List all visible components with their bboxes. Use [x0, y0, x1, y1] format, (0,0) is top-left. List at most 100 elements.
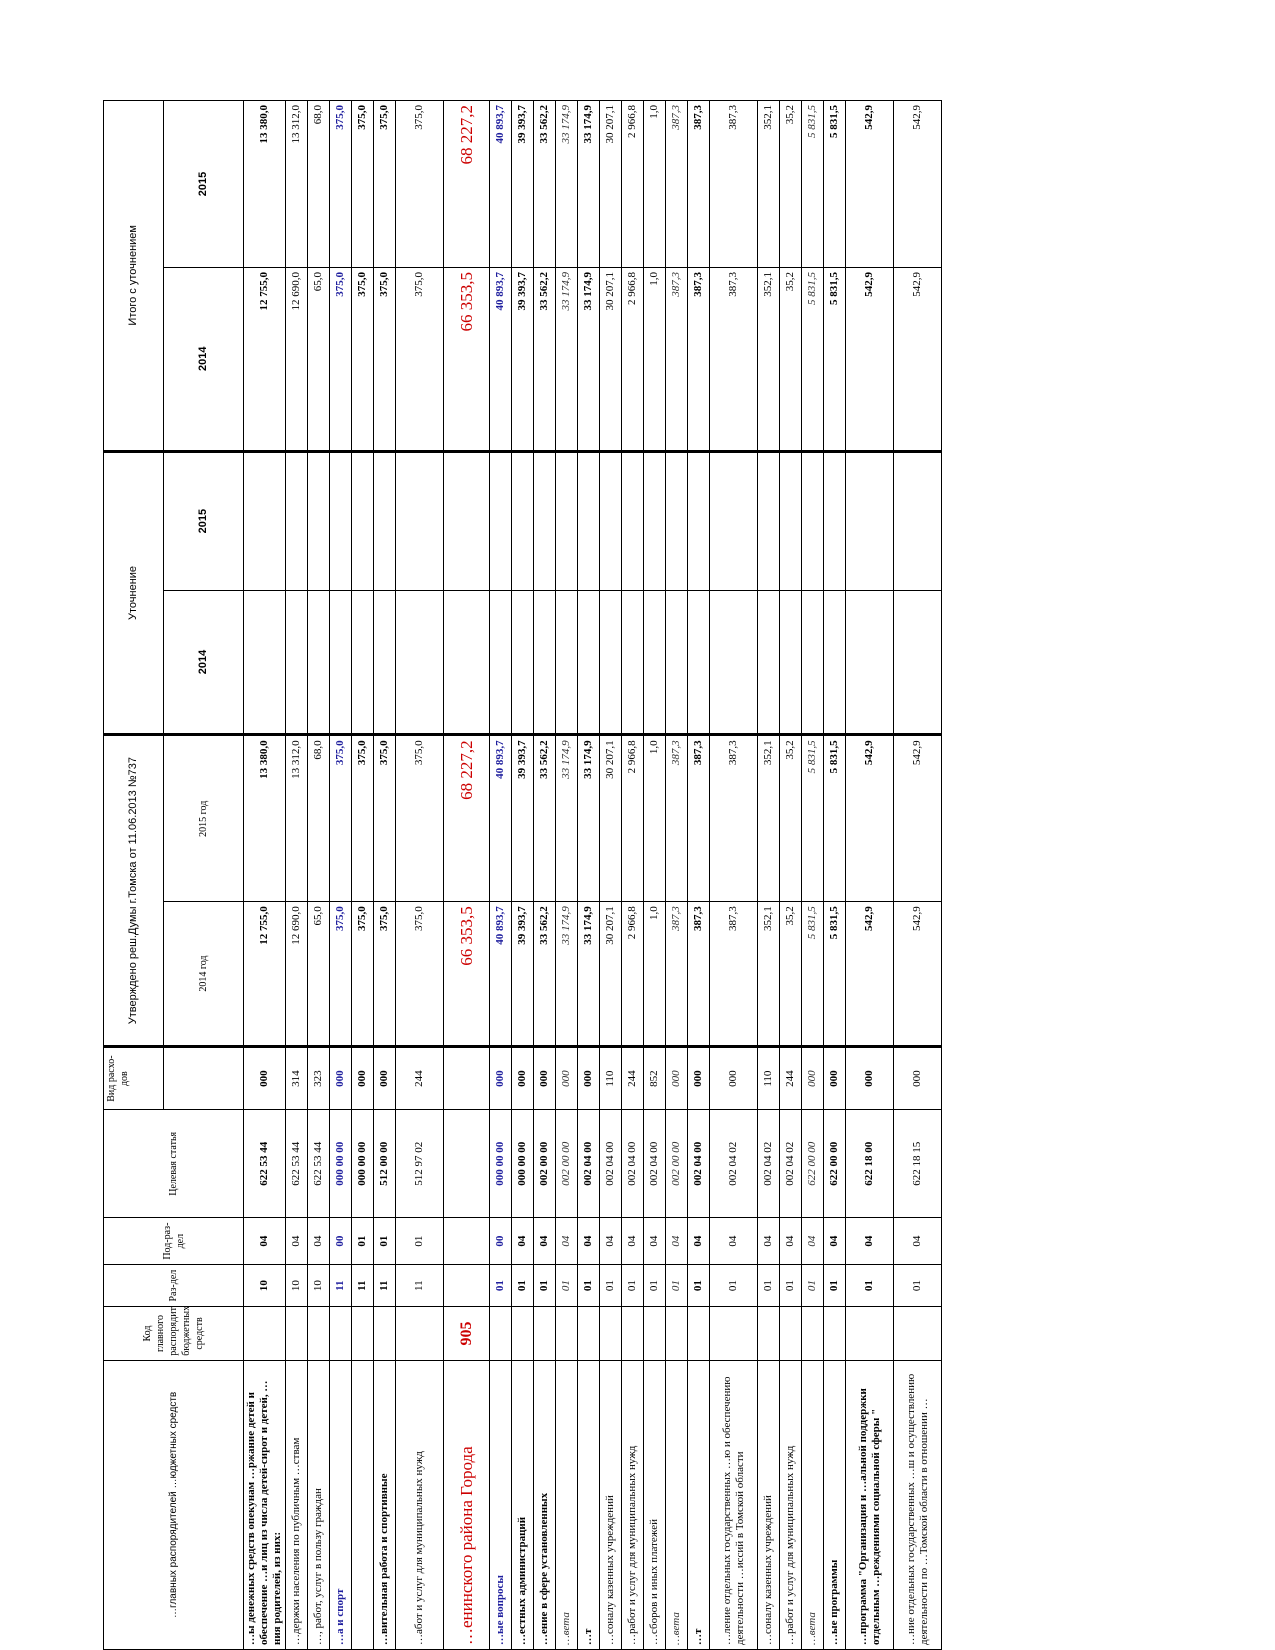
cell-a2014: 39 393,7: [511, 901, 534, 1047]
cell-a2015: 33 562,2: [533, 734, 556, 902]
cell-c2015: [687, 451, 710, 591]
cell-a2015: 387,3: [687, 734, 710, 902]
cell-target: 622 53 44: [285, 1109, 308, 1218]
table-row: …держки населения по публичным …ствам 10 0…: [285, 100, 308, 1650]
cell-target: 002 04 02: [757, 1109, 780, 1218]
cell-t2014: 387,3: [709, 267, 758, 452]
cell-t2015: 352,1: [757, 100, 780, 268]
cell-target: 002 04 00: [621, 1109, 644, 1218]
cell-c2015: [533, 451, 556, 591]
table-row: …вета 01 04 622 00 00 000 5 831,5 5 831,5 5 831…: [801, 100, 824, 1650]
cell-t2015: 387,3: [665, 100, 688, 268]
header-type-spacer: [163, 1046, 244, 1110]
cell-a2014: 66 353,5: [443, 901, 490, 1047]
cell-section: 01: [823, 1264, 846, 1307]
cell-section: 01: [709, 1264, 758, 1307]
cell-name: …а и спорт: [329, 1360, 352, 1650]
cell-a2015: 375,0: [329, 734, 352, 902]
table-row: …ние отдельных государственных …ш и осущ…: [893, 100, 942, 1650]
cell-t2014: 5 831,5: [823, 267, 846, 452]
table-row: …а и спорт 11 00 000 00 00 000 375,0 375,0 375,…: [329, 100, 352, 1650]
cell-a2014: 1,0: [643, 901, 666, 1047]
cell-subsection: 04: [599, 1217, 622, 1265]
cell-a2014: 12 690,0: [285, 901, 308, 1047]
cell-name: …ые программы: [823, 1360, 846, 1650]
cell-c2014: [665, 590, 688, 735]
cell-t2015: 39 393,7: [511, 100, 534, 268]
header-name: …главных распорядителей …юджетных средст…: [103, 1360, 244, 1650]
header-approved-2015: 2015 год: [163, 734, 244, 902]
table-row: …соналу казенных учреждений 01 04 002 04 00…: [599, 100, 622, 1650]
cell-name: …вительная работа и спортивные: [373, 1360, 396, 1650]
cell-section: 01: [599, 1264, 622, 1307]
cell-c2014: [599, 590, 622, 735]
cell-a2015: 39 393,7: [511, 734, 534, 902]
cell-type: 110: [757, 1046, 780, 1110]
cell-c2014: [395, 590, 444, 735]
header-total-2015: 2015: [163, 100, 244, 268]
table-row: …работ и услуг для муниципальных нужд 01 0…: [621, 100, 644, 1650]
cell-c2015: [351, 451, 374, 591]
cell-t2015: 35,2: [779, 100, 802, 268]
cell-subsection: 04: [643, 1217, 666, 1265]
cell-subsection: 04: [555, 1217, 578, 1265]
cell-a2015: 13 380,0: [243, 734, 286, 902]
cell-code: [351, 1306, 374, 1361]
cell-section: 01: [779, 1264, 802, 1307]
cell-target: 002 04 00: [577, 1109, 600, 1218]
header-approved-group: Утверждено реш.Думы г.Томска от 11.06.20…: [103, 734, 164, 1047]
cell-name: …ение в сфере установленных: [533, 1360, 556, 1650]
cell-t2014: 12 690,0: [285, 267, 308, 452]
cell-c2014: [373, 590, 396, 735]
cell-t2014: 33 562,2: [533, 267, 556, 452]
cell-type: 000: [329, 1046, 352, 1110]
cell-section: 01: [643, 1264, 666, 1307]
cell-target: 622 00 00: [823, 1109, 846, 1218]
cell-c2014: [555, 590, 578, 735]
cell-code: [599, 1306, 622, 1361]
table-row: …соналу казенных учреждений 01 04 002 04 02…: [757, 100, 780, 1650]
cell-section: 01: [577, 1264, 600, 1307]
header-correction-group: Уточнение: [103, 451, 164, 735]
cell-t2015: 387,3: [687, 100, 710, 268]
cell-t2014: 30 207,1: [599, 267, 622, 452]
cell-name: …соналу казенных учреждений: [599, 1360, 622, 1650]
cell-t2015: 13 312,0: [285, 100, 308, 268]
cell-target: 000 00 00: [511, 1109, 534, 1218]
cell-t2014: 542,9: [893, 267, 942, 452]
cell-c2015: [555, 451, 578, 591]
cell-code: [329, 1306, 352, 1361]
cell-t2014: 66 353,5: [443, 267, 490, 452]
cell-t2014: 375,0: [351, 267, 374, 452]
table-row: …естных администраций 01 04 000 00 00 000 39 …: [511, 100, 534, 1650]
cell-type: 852: [643, 1046, 666, 1110]
cell-t2015: 375,0: [395, 100, 444, 268]
cell-section: 11: [351, 1264, 374, 1307]
cell-code: [709, 1306, 758, 1361]
cell-c2014: [621, 590, 644, 735]
cell-c2014: [577, 590, 600, 735]
cell-code: [687, 1306, 710, 1361]
cell-c2015: [893, 451, 942, 591]
cell-a2014: 65,0: [307, 901, 330, 1047]
cell-t2015: 68,0: [307, 100, 330, 268]
cell-code: [779, 1306, 802, 1361]
cell-t2015: 387,3: [709, 100, 758, 268]
cell-code: [643, 1306, 666, 1361]
cell-code: [373, 1306, 396, 1361]
cell-subsection: 04: [621, 1217, 644, 1265]
cell-t2015: 375,0: [329, 100, 352, 268]
cell-a2014: 33 174,9: [577, 901, 600, 1047]
cell-section: 10: [243, 1264, 286, 1307]
cell-section: 01: [665, 1264, 688, 1307]
cell-target: 512 97 02: [395, 1109, 444, 1218]
cell-t2015: 375,0: [351, 100, 374, 268]
cell-c2014: [757, 590, 780, 735]
cell-c2015: [307, 451, 330, 591]
table-row: …, работ, услуг в пользу граждан 10 04 622 …: [307, 100, 330, 1650]
cell-subsection: 04: [665, 1217, 688, 1265]
cell-code: [395, 1306, 444, 1361]
cell-subsection: 01: [351, 1217, 374, 1265]
cell-subsection: 04: [779, 1217, 802, 1265]
cell-type: 000: [489, 1046, 512, 1110]
